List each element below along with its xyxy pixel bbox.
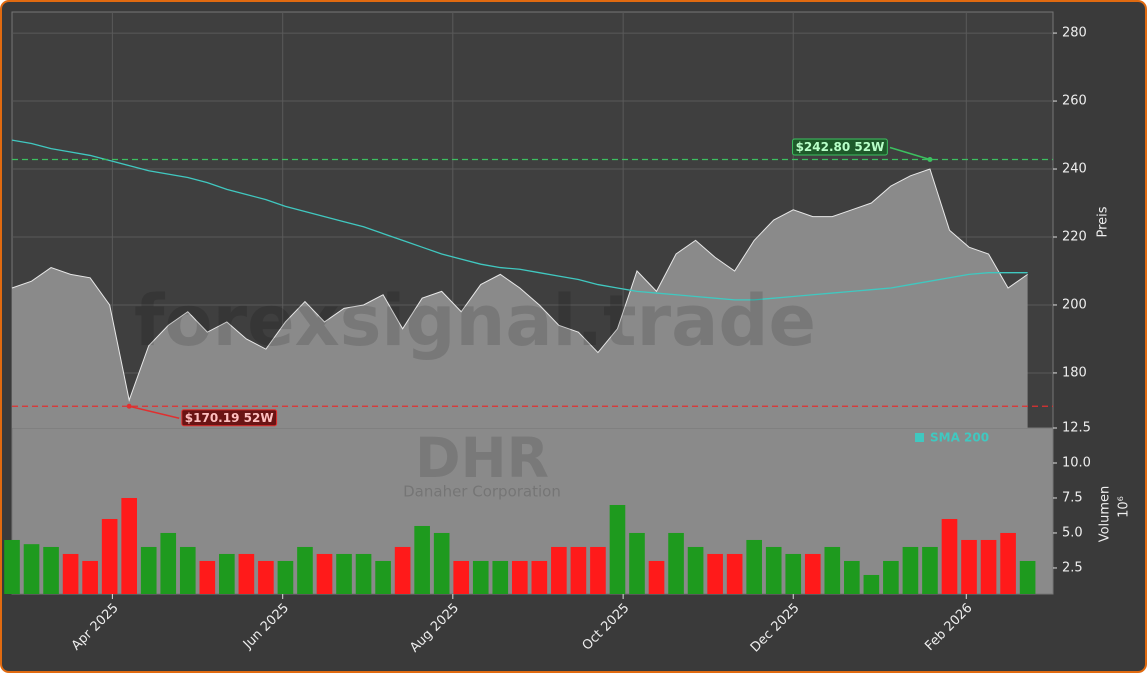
volume-bar — [570, 546, 587, 594]
annotation-arrow-head — [126, 403, 132, 409]
volume-bar — [43, 546, 59, 594]
y-tick-label: 5.0 — [1062, 525, 1083, 540]
volume-bar — [219, 553, 235, 594]
volume-bar — [1019, 560, 1036, 594]
watermark-company: Danaher Corporation — [403, 483, 561, 501]
volume-bar — [629, 532, 645, 594]
volume-bar — [453, 560, 470, 594]
volume-bar — [492, 560, 509, 594]
volume-bar — [160, 532, 177, 594]
volume-bar — [531, 560, 548, 594]
volume-bar — [23, 544, 40, 594]
volume-bar — [355, 553, 372, 594]
volume-bar — [4, 539, 20, 594]
volume-bar — [961, 539, 977, 594]
volume-bar — [277, 560, 294, 594]
y-tick-label: 220 — [1062, 229, 1087, 244]
volume-bar — [140, 546, 157, 594]
volume-bar — [101, 518, 118, 594]
volume-bar — [62, 553, 79, 594]
volume-bar — [609, 504, 626, 594]
annotation-box — [181, 409, 278, 427]
price-line — [11, 168, 1028, 402]
volume-bar — [941, 518, 958, 594]
volume-bar — [590, 546, 606, 594]
y-tick-label: 240 — [1062, 162, 1087, 177]
watermark: forexsignal.trade — [134, 280, 816, 362]
volume-bar — [414, 525, 430, 594]
volume-bar — [199, 560, 216, 594]
volume-bar — [668, 532, 684, 594]
volume-bar — [687, 546, 704, 594]
volume-bar — [297, 546, 313, 594]
annotation-arrow — [889, 146, 931, 161]
volume-bar — [472, 560, 489, 594]
volume-bar — [433, 532, 450, 594]
volume-bar — [824, 546, 841, 594]
volume-bar — [179, 546, 196, 594]
volume-bar — [707, 553, 723, 594]
volume-bar — [648, 560, 665, 594]
volume-bar — [726, 553, 743, 594]
annotation-label: $242.80 52W — [796, 140, 885, 154]
watermark-symbol: DHR — [415, 426, 549, 490]
annotation-label: $170.19 52W — [185, 411, 274, 425]
volume-bar — [785, 553, 802, 594]
volume-bar — [844, 560, 860, 594]
volume-bar — [336, 553, 352, 594]
annotation-box — [792, 138, 888, 156]
price-area — [12, 169, 1028, 429]
volume-bar — [121, 497, 137, 594]
y-tick-label: 200 — [1062, 297, 1087, 312]
volume-bar — [902, 546, 919, 594]
volume-bar — [258, 560, 274, 594]
legend-label: SMA 200 — [930, 431, 989, 445]
annotation-arrow — [129, 405, 180, 420]
volume-bar — [551, 546, 567, 594]
volume-bar — [922, 546, 938, 594]
volume-bar — [883, 560, 899, 594]
y-tick-label: 10.0 — [1062, 455, 1091, 470]
volume-bar — [316, 553, 333, 594]
scale-label: 10⁶ — [1117, 496, 1132, 518]
y-tick-label: 180 — [1062, 365, 1087, 380]
y-axis-label: Preis — [1096, 206, 1111, 237]
volume-bar — [375, 560, 391, 594]
volume-bar — [1000, 532, 1016, 594]
y-tick-label: 12.5 — [1062, 421, 1091, 436]
volume-bar — [804, 553, 821, 594]
volume-bar — [82, 560, 98, 594]
volume-bar — [765, 546, 782, 594]
volume-bar — [863, 574, 880, 594]
sma-line — [11, 139, 1028, 301]
y-tick-label: 7.5 — [1062, 490, 1083, 505]
volume-bar — [238, 553, 255, 594]
legend-swatch — [915, 433, 924, 442]
y-tick-label: 260 — [1062, 94, 1087, 109]
y-tick-label: 280 — [1062, 26, 1087, 41]
volume-bar — [980, 539, 997, 594]
volume-bar — [511, 560, 528, 594]
y-tick-label: 2.5 — [1062, 560, 1083, 575]
y-axis-label: Volumen — [1098, 486, 1113, 543]
volume-bar — [394, 546, 411, 594]
volume-bar — [746, 539, 762, 594]
annotation-arrow-head — [927, 157, 933, 163]
